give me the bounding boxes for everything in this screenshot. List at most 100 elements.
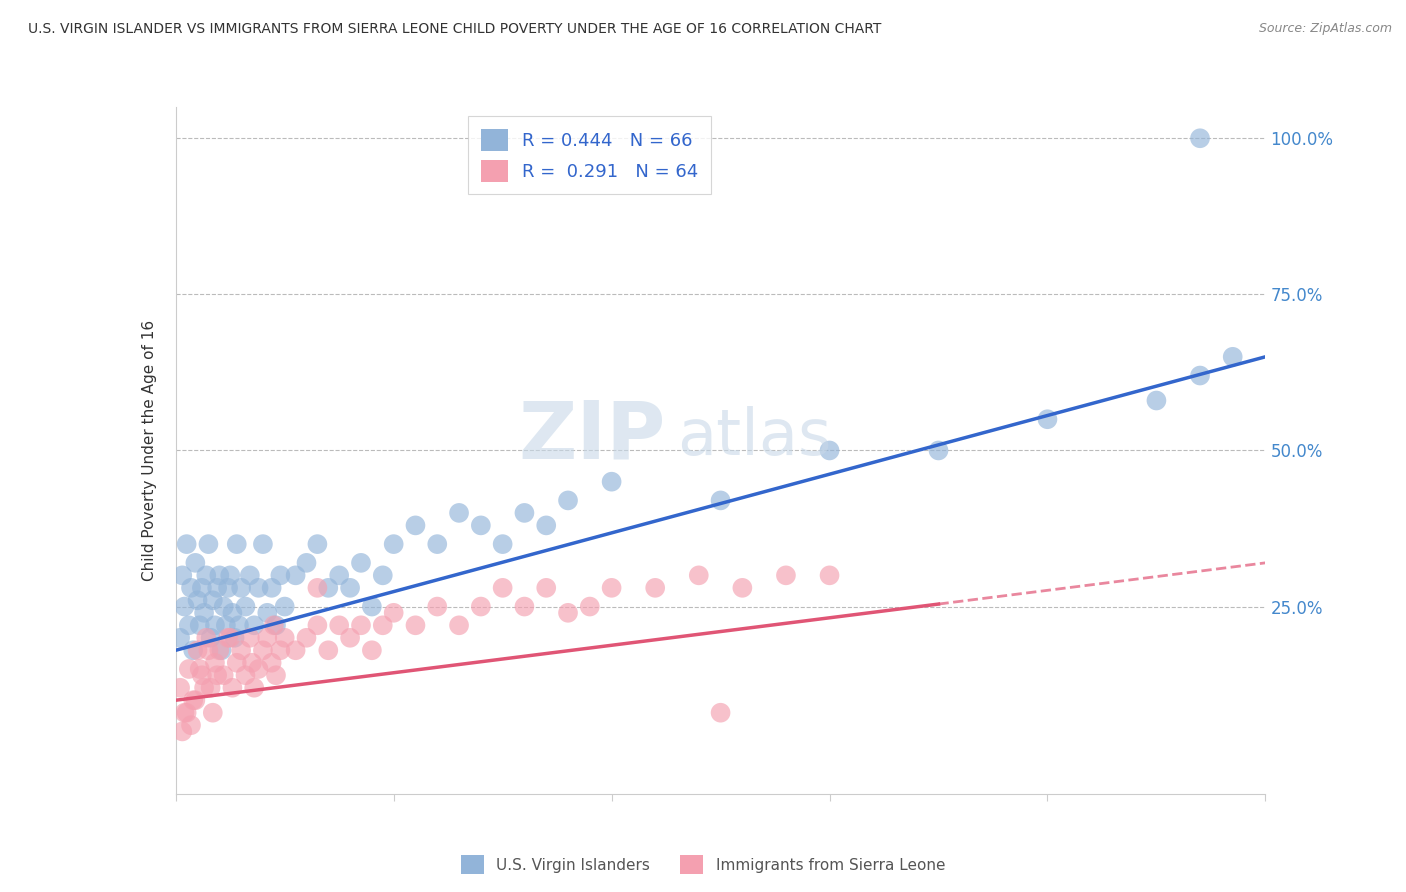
Point xyxy=(208,568,231,582)
Point xyxy=(470,518,492,533)
Point xyxy=(252,537,274,551)
Point xyxy=(295,631,318,645)
Point xyxy=(188,618,211,632)
Point xyxy=(225,537,247,551)
Point xyxy=(224,631,246,645)
Point xyxy=(211,643,233,657)
Point xyxy=(201,706,224,720)
Point xyxy=(231,581,253,595)
Point xyxy=(231,643,253,657)
Point xyxy=(513,599,536,614)
Point xyxy=(204,656,226,670)
Point xyxy=(228,618,250,632)
Point xyxy=(169,681,191,695)
Point xyxy=(307,618,329,632)
Point xyxy=(492,581,515,595)
Text: Source: ZipAtlas.com: Source: ZipAtlas.com xyxy=(1258,22,1392,36)
Point xyxy=(219,568,242,582)
Point xyxy=(600,475,623,489)
Point xyxy=(260,581,283,595)
Point xyxy=(221,606,243,620)
Point xyxy=(492,537,515,551)
Point xyxy=(176,706,198,720)
Point xyxy=(426,599,449,614)
Point xyxy=(710,706,733,720)
Point xyxy=(557,606,579,620)
Point xyxy=(307,581,329,595)
Point xyxy=(534,581,557,595)
Point xyxy=(264,618,287,632)
Point xyxy=(274,599,297,614)
Point xyxy=(184,556,207,570)
Point xyxy=(426,537,449,551)
Point xyxy=(205,581,228,595)
Point xyxy=(180,581,202,595)
Point xyxy=(247,662,270,676)
Point xyxy=(239,631,262,645)
Point xyxy=(350,618,373,632)
Point xyxy=(193,681,215,695)
Point xyxy=(256,606,278,620)
Text: ZIP: ZIP xyxy=(519,398,666,475)
Point xyxy=(731,581,754,595)
Point xyxy=(243,618,266,632)
Point xyxy=(252,643,274,657)
Point xyxy=(173,599,195,614)
Point xyxy=(172,724,194,739)
Point xyxy=(449,506,471,520)
Text: U.S. VIRGIN ISLANDER VS IMMIGRANTS FROM SIERRA LEONE CHILD POVERTY UNDER THE AGE: U.S. VIRGIN ISLANDER VS IMMIGRANTS FROM … xyxy=(28,22,882,37)
Point xyxy=(1189,368,1212,383)
Point xyxy=(217,631,239,645)
Point xyxy=(328,618,350,632)
Point xyxy=(284,643,307,657)
Point xyxy=(186,593,209,607)
Point xyxy=(307,537,329,551)
Point xyxy=(260,656,283,670)
Point xyxy=(208,643,231,657)
Point xyxy=(264,668,287,682)
Legend: U.S. Virgin Islanders, Immigrants from Sierra Leone: U.S. Virgin Islanders, Immigrants from S… xyxy=(454,849,952,880)
Point xyxy=(371,568,394,582)
Point xyxy=(193,606,215,620)
Point xyxy=(328,568,350,582)
Point xyxy=(295,556,318,570)
Point xyxy=(247,581,270,595)
Point xyxy=(219,631,242,645)
Point xyxy=(235,599,257,614)
Point xyxy=(350,556,373,570)
Point xyxy=(239,568,262,582)
Point xyxy=(361,599,384,614)
Y-axis label: Child Poverty Under the Age of 16: Child Poverty Under the Age of 16 xyxy=(142,320,157,581)
Point xyxy=(470,599,492,614)
Point xyxy=(212,599,235,614)
Legend: R = 0.444   N = 66, R =  0.291   N = 64: R = 0.444 N = 66, R = 0.291 N = 64 xyxy=(468,116,711,194)
Point xyxy=(169,631,191,645)
Point xyxy=(221,681,243,695)
Point xyxy=(176,537,198,551)
Point xyxy=(200,631,222,645)
Point xyxy=(256,631,278,645)
Point xyxy=(1222,350,1244,364)
Point xyxy=(339,581,361,595)
Point xyxy=(195,568,218,582)
Point xyxy=(274,631,297,645)
Point xyxy=(201,593,224,607)
Point xyxy=(1036,412,1059,426)
Point xyxy=(197,643,219,657)
Point xyxy=(579,599,602,614)
Point xyxy=(775,568,797,582)
Point xyxy=(557,493,579,508)
Point xyxy=(243,681,266,695)
Point xyxy=(191,668,214,682)
Point xyxy=(173,706,195,720)
Point xyxy=(284,568,307,582)
Point xyxy=(318,643,340,657)
Point xyxy=(177,618,200,632)
Point xyxy=(928,443,950,458)
Point xyxy=(195,631,218,645)
Point xyxy=(818,443,841,458)
Point xyxy=(240,656,263,670)
Point xyxy=(405,618,427,632)
Point xyxy=(371,618,394,632)
Point xyxy=(225,656,247,670)
